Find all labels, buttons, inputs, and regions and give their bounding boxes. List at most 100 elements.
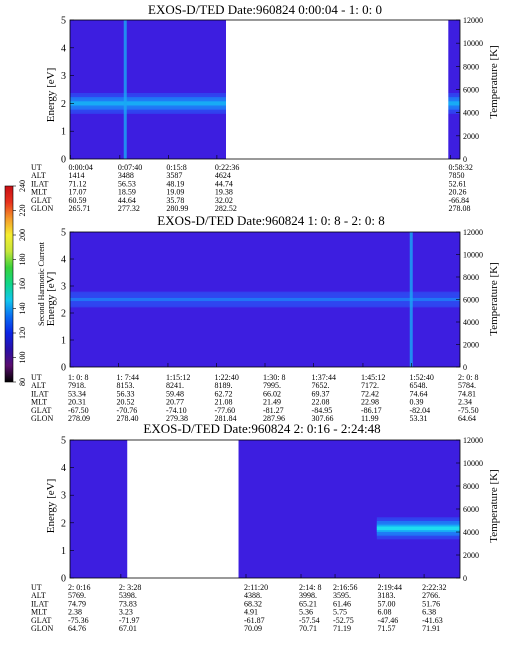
ephemeris-value: 2:22:32 [422,583,446,592]
ephemeris-value: 62.72 [214,389,232,398]
ephemeris-value: 74.81 [458,389,476,398]
colorbar-tick-label: 240 [18,180,27,192]
ephemeris-value: 74.79 [68,599,86,608]
ephemeris-value: 5769. [68,591,86,600]
ephemeris-value: 22.08 [312,398,330,407]
ephemeris-value: 5.36 [299,608,313,617]
ephemeris-value: 278.40 [117,414,139,423]
ephemeris-value: 51.76 [422,599,440,608]
ephemeris-value: 6.08 [378,608,392,617]
right-tick-label: 0 [463,574,467,583]
panel-2-right-ticks: 0 2000 4000 6000 8000 10000 12000 [456,228,483,372]
right-tick-label: 6000 [463,86,479,95]
ephemeris-value: 7850 [448,171,464,180]
ephemeris-value: 59.48 [166,389,184,398]
spectral-spike [409,232,413,367]
y-tick-label: 1 [61,127,66,138]
ephemeris-value: -81.27 [263,406,284,415]
ephemeris-value: 18.59 [118,188,136,197]
ephemeris-row-label: MLT [31,608,47,617]
ephemeris-value: 5.75 [333,608,347,617]
ephemeris-value: 2:19:44 [378,583,402,592]
ephemeris-value: 2:14: 8 [299,583,321,592]
y-tick-label: 4 [61,463,66,474]
ephemeris-value: 71.57 [378,624,396,633]
ephemeris-value: 2:11:20 [244,583,268,592]
ephemeris-value: 8153. [117,381,135,390]
right-tick-label: 4000 [463,318,479,327]
intensity-band [376,526,460,531]
panel-3-y-axis-label: Energy [eV] [45,479,57,533]
ephemeris-value: 71.91 [422,624,440,633]
colorbar-tick-label: 160 [18,278,27,290]
ephemeris-value: 52.61 [448,179,466,188]
intensity-band [70,297,460,302]
panel-1-right-axis-label: Temperature [K] [488,45,500,118]
ephemeris-value: 53.31 [409,414,427,423]
ephemeris-value: 6548. [409,381,427,390]
panel-3-right-axis-label: Temperature [K] [488,469,500,542]
ephemeris-value: 265.71 [68,204,90,213]
ephemeris-row-label: ALT [31,591,46,600]
panel-2-title: EXOS-D/TED Date:960824 1: 0: 8 - 2: 0: 8 [157,213,384,228]
y-tick-label: 2 [61,518,66,529]
ephemeris-value: 0:00:04 [68,163,92,172]
right-tick-label: 2000 [463,341,479,350]
ephemeris-row-label: MLT [31,398,47,407]
ephemeris-value: 8241. [166,381,184,390]
ephemeris-row-label: UT [31,583,42,592]
ephemeris-value: 1:30: 8 [263,373,285,382]
ephemeris-value: 56.53 [118,179,136,188]
ephemeris-value: 61.46 [333,599,351,608]
ephemeris-value: 307.66 [312,414,334,423]
ephemeris-value: 68.32 [244,599,262,608]
panel-2-plot-area [69,231,461,368]
ephemeris-row-label: UT [31,373,42,382]
ephemeris-value: 65.21 [299,599,317,608]
ephemeris-value: 280.99 [166,204,188,213]
spectral-spike [123,20,127,159]
ephemeris-value: 11.99 [361,414,379,423]
colorbar-tick-label: 80 [18,378,27,386]
y-tick-label: 0 [61,155,66,166]
ephemeris-value: 35.78 [166,196,184,205]
y-tick-label: 3 [61,282,66,293]
panel-1-y-ticks: 0 1 2 3 4 5 [61,16,74,166]
right-tick-label: 2000 [463,132,479,141]
ephemeris-value: 1:22:40 [214,373,238,382]
right-tick-label: 12000 [463,228,483,237]
ephemeris-value: 279.38 [166,414,188,423]
panel-3-plot-area [69,439,461,579]
ephemeris-value: 73.83 [119,599,137,608]
ephemeris-value: 3488 [118,171,134,180]
ephemeris-value: -70.76 [117,406,138,415]
ephemeris-row-label: GLAT [31,616,52,625]
ephemeris-value: 22.98 [361,398,379,407]
right-tick-label: 8000 [463,62,479,71]
colorbar-ticks: 80 100 120 140 160 180 200 220 240 [13,180,27,386]
ephemeris-value: 3183. [378,591,396,600]
colorbar-tick-label: 220 [18,205,27,217]
data-gap [127,440,239,578]
right-tick-label: 6000 [463,296,479,305]
ephemeris-value: 70.09 [244,624,262,633]
ephemeris-value: 53.34 [68,389,86,398]
ephemeris-value: 19.09 [166,188,184,197]
ephemeris-value: 2: 0:16 [68,583,90,592]
right-tick-label: 10000 [463,251,483,260]
y-tick-label: 1 [61,336,66,347]
panel-1: EXOS-D/TED Date:960824 0:00:04 - 1: 0: 0… [31,2,500,213]
ephemeris-row-label: ILAT [31,389,48,398]
y-tick-label: 0 [61,363,66,374]
ephemeris-value: 5398. [119,591,137,600]
ephemeris-value: 1:37:44 [312,373,336,382]
ephemeris-value: 7652. [312,381,330,390]
ephemeris-value: -66.84 [448,196,469,205]
panel-3-right-ticks: 0 2000 4000 6000 8000 10000 12000 [456,436,483,583]
panel-2-right-axis-label: Temperature [K] [488,262,500,335]
y-tick-label: 0 [61,574,66,585]
ephemeris-value: 64.76 [68,624,86,633]
y-tick-label: 4 [61,43,66,54]
ephemeris-value: 287.96 [263,414,285,423]
